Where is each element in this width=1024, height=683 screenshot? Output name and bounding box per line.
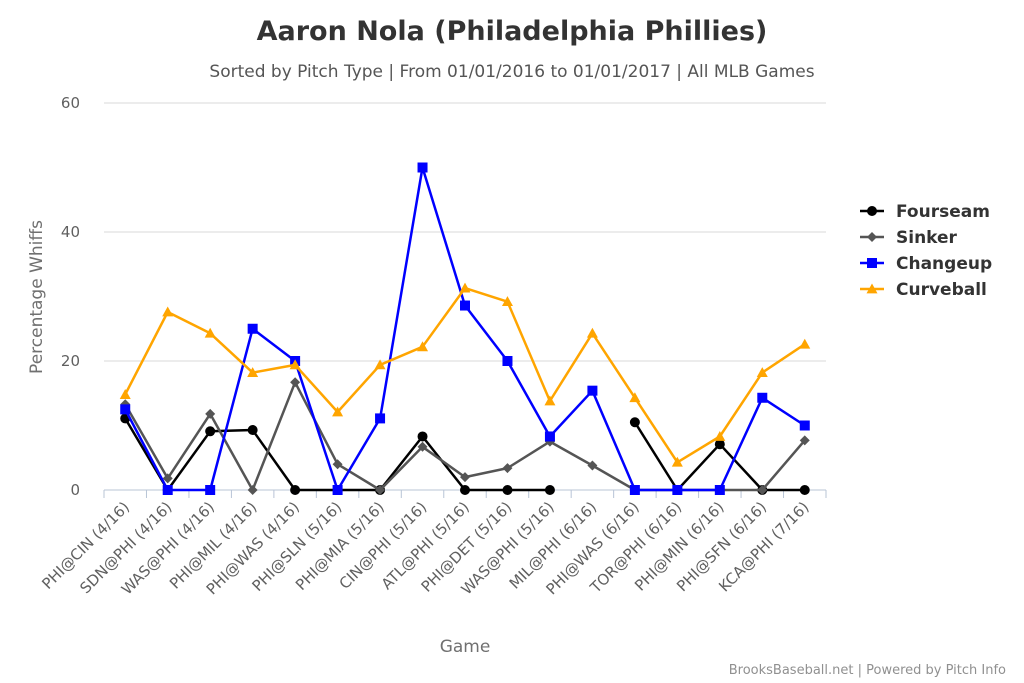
series-line bbox=[124, 417, 550, 492]
data-point bbox=[417, 341, 429, 352]
chart-subtitle: Sorted by Pitch Type | From 01/01/2016 t… bbox=[209, 62, 814, 82]
data-point bbox=[205, 408, 216, 419]
data-point bbox=[247, 485, 258, 495]
data-point bbox=[756, 367, 768, 378]
data-point bbox=[289, 359, 301, 370]
data-point bbox=[544, 485, 555, 495]
data-point bbox=[672, 485, 683, 495]
data-point bbox=[460, 485, 470, 495]
data-point bbox=[204, 327, 216, 338]
legend-label: Fourseam bbox=[896, 202, 990, 222]
data-point bbox=[460, 300, 470, 311]
credits: BrooksBaseball.net | Powered by Pitch In… bbox=[729, 663, 1006, 678]
legend-label: Changeup bbox=[896, 254, 992, 274]
data-point bbox=[459, 282, 471, 293]
legend-label: Curveball bbox=[896, 280, 987, 300]
data-point bbox=[417, 431, 428, 442]
data-point bbox=[119, 389, 131, 399]
data-point bbox=[502, 463, 513, 474]
data-point bbox=[205, 426, 216, 437]
y-tick-label: 40 bbox=[61, 223, 80, 241]
data-point bbox=[544, 395, 556, 406]
legend-marker bbox=[867, 232, 877, 242]
data-point bbox=[799, 338, 811, 349]
data-point bbox=[375, 413, 386, 424]
data-point bbox=[247, 367, 259, 378]
data-point bbox=[714, 430, 726, 441]
data-point bbox=[332, 406, 344, 417]
legend-marker bbox=[867, 206, 877, 216]
series-curveball bbox=[119, 282, 811, 467]
data-point bbox=[502, 356, 513, 366]
data-point bbox=[587, 385, 598, 396]
data-point bbox=[629, 485, 640, 495]
legend-marker bbox=[866, 283, 878, 294]
y-tick-label: 20 bbox=[61, 352, 80, 370]
data-point bbox=[162, 485, 173, 495]
data-point bbox=[120, 404, 131, 415]
y-axis: 0 20 40 60 bbox=[61, 94, 80, 499]
y-tick-label: 0 bbox=[70, 481, 80, 499]
grid bbox=[104, 102, 826, 362]
data-point bbox=[757, 392, 768, 403]
data-point bbox=[544, 431, 555, 442]
data-point bbox=[375, 485, 386, 495]
data-point bbox=[205, 485, 216, 495]
series-line bbox=[124, 286, 806, 464]
data-point bbox=[799, 435, 810, 446]
series-changeup bbox=[120, 162, 810, 495]
data-point bbox=[290, 377, 301, 388]
legend-label: Sinker bbox=[896, 228, 958, 248]
data-point bbox=[629, 417, 640, 428]
data-point bbox=[247, 323, 258, 334]
series-layer bbox=[119, 162, 811, 495]
data-point bbox=[799, 420, 810, 431]
chart-title: Aaron Nola (Philadelphia Phillies) bbox=[257, 16, 768, 47]
data-point bbox=[162, 473, 173, 484]
data-point bbox=[586, 327, 598, 338]
data-point bbox=[460, 472, 470, 483]
data-point bbox=[162, 306, 174, 317]
x-axis: PHI@CIN (4/16)SDN@PHI (4/16)WAS@PHI (4/1… bbox=[38, 489, 827, 598]
data-point bbox=[247, 425, 258, 436]
data-point bbox=[671, 456, 683, 467]
data-point bbox=[501, 296, 513, 307]
series-fourseam bbox=[120, 413, 810, 495]
y-tick-label: 60 bbox=[61, 94, 80, 112]
legend: Fourseam Sinker Changeup Curveball bbox=[860, 202, 992, 300]
data-point bbox=[714, 485, 725, 495]
data-point bbox=[799, 485, 810, 495]
data-point bbox=[587, 460, 598, 471]
legend-marker bbox=[867, 258, 877, 268]
data-point bbox=[332, 485, 343, 495]
x-axis-title: Game bbox=[440, 637, 491, 657]
data-point bbox=[417, 441, 428, 452]
data-point bbox=[417, 162, 428, 173]
series-line bbox=[124, 166, 806, 492]
data-point bbox=[502, 485, 513, 495]
data-point bbox=[290, 485, 301, 495]
data-point bbox=[629, 392, 641, 403]
y-axis-title: Percentage Whiffs bbox=[27, 220, 47, 374]
data-point bbox=[757, 485, 768, 495]
data-point bbox=[714, 439, 725, 450]
data-point bbox=[332, 459, 343, 470]
data-point bbox=[374, 359, 386, 370]
